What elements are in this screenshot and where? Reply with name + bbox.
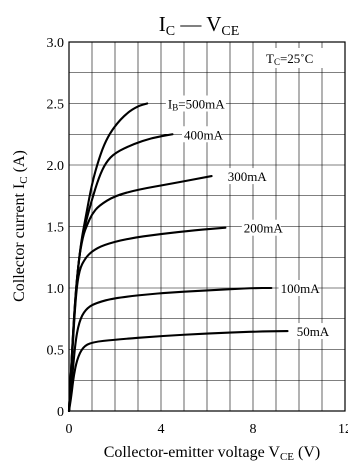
y-axis-label-unit: (A) [11, 150, 28, 176]
condition-box [261, 48, 331, 68]
series-label-bg [182, 126, 221, 143]
y-axis-label: Collector current IC (A) [11, 150, 30, 302]
chart-title: IC — VCE [159, 12, 240, 39]
x-tick-label: 0 [66, 422, 73, 437]
series-label-prefix: I [168, 97, 172, 112]
series-label-bg [241, 219, 281, 236]
chart-title-sub2: CE [221, 24, 239, 39]
x-axis-label-sub: CE [280, 451, 294, 463]
condition-rest: =25˚C [280, 51, 313, 66]
series-label-bg [225, 168, 265, 185]
condition-main: T [266, 51, 274, 66]
chart-title-sep: — V [175, 12, 221, 36]
series-label-bg [294, 323, 327, 340]
series-label: 400mA [184, 127, 224, 142]
series-label: 300mA [228, 169, 268, 184]
x-axis-label: Collector-emitter voltage VCE (V) [104, 444, 321, 463]
condition-sub: C [274, 57, 280, 67]
condition-label: TC=25˚C [266, 51, 313, 67]
y-tick-labels: 0 0.5 1.0 1.5 2.0 2.5 3.0 [47, 36, 65, 420]
y-tick-label: 0.5 [47, 344, 65, 359]
y-tick-label: 2.0 [47, 159, 65, 174]
curve-b500ma [67, 102, 149, 413]
x-axis-label-unit: (V) [294, 444, 320, 461]
series-label: 200mA [244, 221, 284, 236]
series-label-text: B [172, 103, 178, 113]
series-label: 50mA [297, 324, 330, 339]
y-axis-label-sub: C [18, 176, 30, 183]
series-label: 100mA [281, 281, 321, 296]
series-label-rest: =500mA [178, 97, 225, 112]
chart-title-main: I [159, 12, 166, 36]
series-label: IB=500mA [168, 97, 225, 113]
y-tick-label: 1.0 [47, 282, 65, 297]
x-tick-label: 8 [250, 422, 257, 437]
y-tick-label: 1.5 [47, 221, 65, 236]
y-tick-label: 3.0 [47, 36, 65, 51]
x-tick-label: 4 [158, 422, 165, 437]
y-axis-label-main: Collector current I [11, 184, 28, 302]
series-label-bg [165, 95, 226, 112]
series-group: 50mA 100mA 200mA 300mA 400mA IB=500mA [67, 95, 330, 413]
y-tick-label: 0 [57, 405, 64, 420]
chart-title-sub1: C [166, 24, 175, 39]
series-label-bg [278, 280, 318, 296]
y-tick-label: 2.5 [47, 98, 65, 113]
x-tick-label: 12 [338, 422, 348, 437]
x-tick-labels: 0 4 8 12 [66, 422, 348, 437]
curve-100ma [67, 286, 273, 413]
grid-lines [69, 42, 345, 411]
x-axis-label-main: Collector-emitter voltage V [104, 444, 281, 461]
